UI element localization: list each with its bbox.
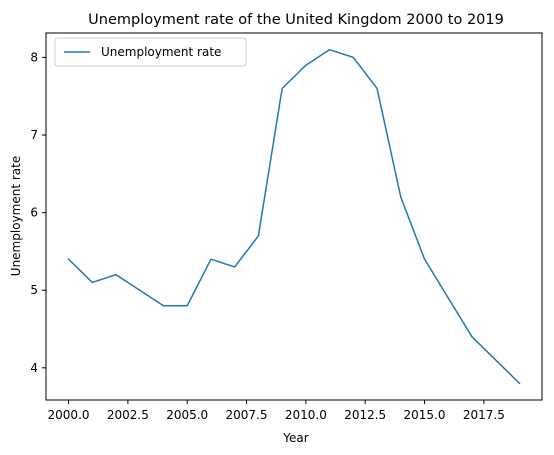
x-tick-label: 2012.5 [344,408,386,422]
y-axis-ticks: 4 5 6 7 8 [30,50,46,375]
x-axis-ticks: 2000.0 2002.5 2005.0 2007.5 2010.0 2012.5 2015… [48,400,505,422]
chart-title: Unemployment rate of the United Kingdom … [88,12,504,28]
series-layer [67,48,521,385]
x-tick-label: 2017.5 [463,408,505,422]
x-tick-label: 2007.5 [226,408,268,422]
plot-frame [45,32,543,401]
plot-area [46,33,542,400]
legend-box [54,37,247,67]
legend: Unemployment rate [54,37,247,67]
y-tick-label: 4 [30,361,38,375]
x-tick-label: 2015.0 [404,408,446,422]
y-tick-label: 6 [30,206,38,220]
y-tick-label: 5 [30,283,38,297]
x-tick-label: 2000.0 [48,408,90,422]
x-axis-title: Year [282,431,308,445]
y-tick-label: 8 [30,50,38,64]
series-line [67,48,521,385]
y-axis-title: Unemployment rate [9,156,23,276]
x-tick-label: 2010.0 [285,408,327,422]
x-tick-label: 2002.5 [107,408,149,422]
y-tick-label: 7 [30,128,38,142]
legend-label: Unemployment rate [101,45,221,59]
x-tick-label: 2005.0 [166,408,208,422]
